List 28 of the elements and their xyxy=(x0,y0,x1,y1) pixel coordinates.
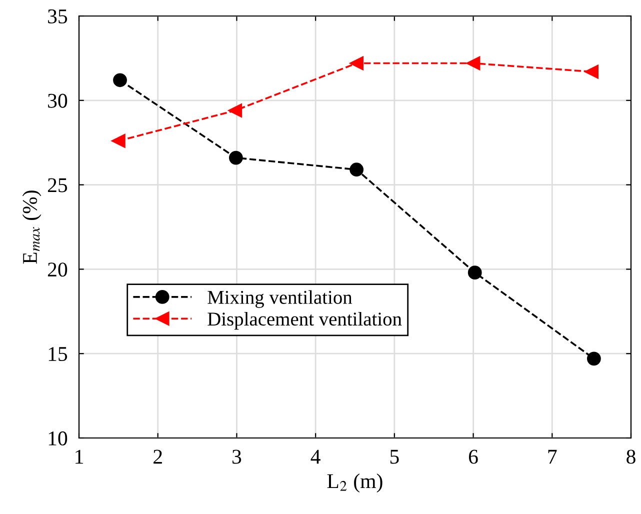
point xyxy=(466,56,480,70)
x-tick-label: 7 xyxy=(548,450,557,464)
y-axis-title: E$_{max}$ (%) xyxy=(22,190,42,264)
y-tick-label: 15 xyxy=(48,347,68,362)
y-tick-label: 20 xyxy=(48,262,68,277)
point xyxy=(228,150,243,165)
y-tick-label: 35 xyxy=(48,9,68,24)
x-tick-label: 5 xyxy=(390,450,399,464)
legend-label: Displacement ventilation xyxy=(208,312,402,330)
point xyxy=(228,104,242,118)
y-tick-label: 10 xyxy=(48,431,68,446)
point xyxy=(586,352,601,366)
x-axis-title: L$_{2}$ (m) xyxy=(327,474,382,492)
point xyxy=(113,73,127,88)
point xyxy=(584,64,599,79)
point xyxy=(350,162,364,177)
y-tick-label: 25 xyxy=(48,178,68,192)
x-tick-label: 4 xyxy=(310,450,320,464)
x-tick-label: 8 xyxy=(626,450,636,464)
y-tick-label: 30 xyxy=(48,94,68,108)
x-tick-label: 2 xyxy=(154,450,162,464)
legend-label: Mixing ventilation xyxy=(208,290,352,308)
point xyxy=(468,266,482,280)
x-tick-label: 3 xyxy=(232,450,242,464)
point xyxy=(111,134,126,148)
x-tick-label: 6 xyxy=(468,450,478,464)
point xyxy=(350,56,364,70)
x-tick-label: 1 xyxy=(76,450,83,464)
